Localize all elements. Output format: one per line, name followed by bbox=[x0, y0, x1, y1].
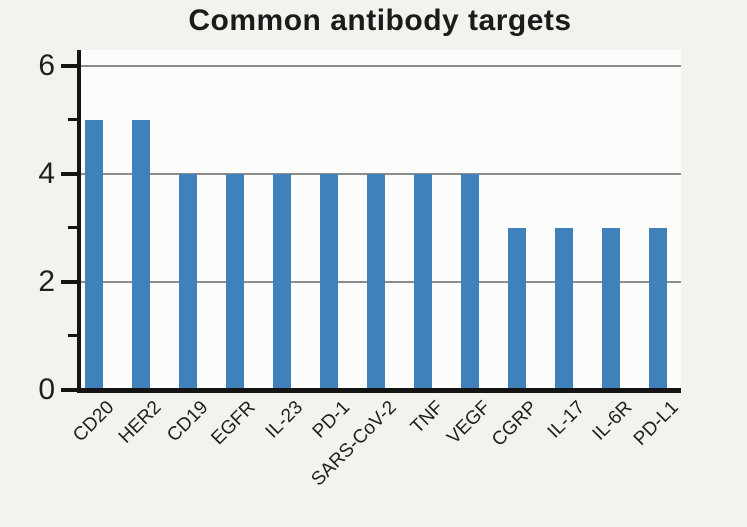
x-tick-label-IL-6R: IL-6R bbox=[588, 397, 636, 445]
bar-PD-1 bbox=[320, 174, 338, 388]
y-axis-spine bbox=[77, 50, 81, 393]
bar-VEGF bbox=[461, 174, 479, 388]
x-tick-label-CD20: CD20 bbox=[69, 397, 119, 447]
gridline-y6 bbox=[79, 65, 681, 67]
bar-IL-23 bbox=[273, 174, 291, 388]
x-tick-label-EGFR: EGFR bbox=[207, 397, 260, 450]
bar-EGFR bbox=[226, 174, 244, 388]
y-tick-label-2: 2 bbox=[38, 265, 55, 298]
chart-title: Common antibody targets bbox=[188, 4, 572, 37]
x-axis-spine bbox=[77, 388, 681, 393]
x-tick-label-SARS-CoV-2: SARS-CoV-2 bbox=[307, 397, 401, 491]
y-minor-tick-5 bbox=[68, 118, 79, 121]
x-tick-label-CGRP: CGRP bbox=[488, 397, 542, 451]
x-tick-label-IL-23: IL-23 bbox=[261, 397, 307, 443]
y-major-tick-6 bbox=[61, 64, 79, 68]
bar-HER2 bbox=[132, 120, 150, 388]
x-tick-label-PD-L1: PD-L1 bbox=[629, 397, 683, 450]
bar-TNF bbox=[414, 174, 432, 388]
x-tick-label-VEGF: VEGF bbox=[443, 397, 495, 449]
bar-IL-6R bbox=[602, 228, 620, 388]
x-tick-label-CD19: CD19 bbox=[163, 397, 213, 447]
y-minor-tick-1 bbox=[68, 334, 79, 337]
y-tick-label-0: 0 bbox=[38, 373, 55, 406]
y-major-tick-2 bbox=[61, 280, 79, 284]
y-tick-label-4: 4 bbox=[38, 157, 55, 190]
bar-SARS-CoV-2 bbox=[367, 174, 385, 388]
x-tick-label-TNF: TNF bbox=[406, 397, 448, 438]
bar-PD-L1 bbox=[649, 228, 667, 388]
bar-IL-17 bbox=[555, 228, 573, 388]
x-tick-label-IL-17: IL-17 bbox=[543, 397, 589, 443]
y-major-tick-4 bbox=[61, 172, 79, 176]
y-minor-tick-3 bbox=[68, 226, 79, 229]
x-tick-label-HER2: HER2 bbox=[115, 397, 166, 448]
y-tick-label-6: 6 bbox=[38, 49, 55, 82]
bar-CGRP bbox=[508, 228, 526, 388]
bar-CD20 bbox=[85, 120, 103, 388]
y-major-tick-0 bbox=[61, 388, 79, 392]
bar-CD19 bbox=[179, 174, 197, 388]
